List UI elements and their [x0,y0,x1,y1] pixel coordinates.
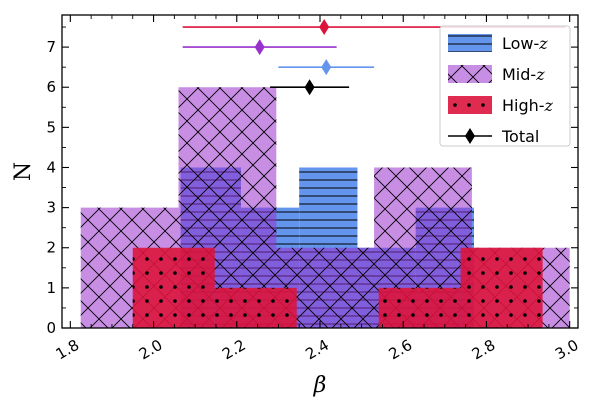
x-tick-label: 2.0 [136,336,166,364]
bar-hatch-high-z-3 [378,287,461,328]
legend: Low-z Mid-z High-z Total [439,25,571,147]
legend-label-mid-z: Mid-z [502,65,545,84]
y-axis-label: N [11,162,36,181]
errorbar-low-z [278,59,375,76]
legend-total-marker [465,128,475,144]
legend-label-low-z: Low-z [502,34,548,53]
bar-hatch-high-z-0 [132,247,215,328]
bar-hatch-high-z-1 [214,287,297,328]
legend-box [439,25,571,147]
legend-label-total: Total [501,127,539,146]
y-tick-label: 5 [46,118,56,136]
x-tick-label: 3.0 [552,336,582,364]
x-tick-label: 2.8 [469,336,499,364]
x-axis-label: β [313,373,327,398]
bar-hatch-high-z-4 [460,247,543,328]
errorbar-mid-z [182,39,337,56]
x-tick-label: 1.8 [53,336,83,364]
y-tick-label: 7 [46,38,56,56]
legend-swatch-hatch-mid-z [448,65,492,83]
x-tick-label: 2.2 [219,336,249,364]
errorbar-marker-total [304,79,315,96]
legend-swatch-hatch-high-z [448,96,492,114]
errorbar-total [270,79,350,96]
legend-swatch-hatch-low-z [448,34,492,52]
errorbar-marker-high-z [319,19,330,36]
y-tick-label: 6 [46,78,56,96]
errorbar-marker-low-z [321,59,332,76]
y-tick-label: 2 [46,239,56,257]
bars-layer [80,87,570,328]
y-tick-label: 1 [46,279,56,297]
y-tick-label: 0 [46,319,56,337]
y-tick-label: 3 [46,199,56,217]
errorbar-marker-mid-z [254,39,265,56]
x-tick-label: 2.4 [302,336,332,364]
y-tick-label: 4 [46,158,56,176]
legend-label-high-z: High-z [502,96,554,115]
x-tick-label: 2.6 [386,336,416,364]
series-high-z [132,247,543,328]
